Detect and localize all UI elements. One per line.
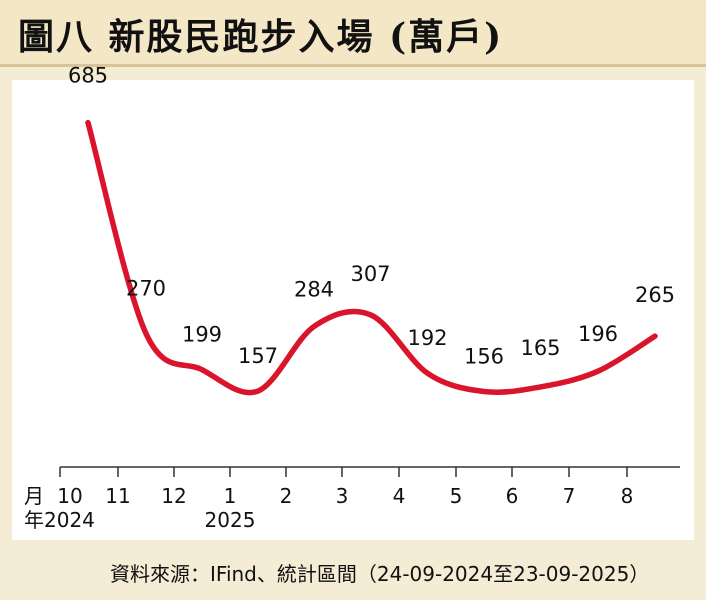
x-tick-label: 1 — [224, 484, 237, 508]
data-label: 157 — [238, 344, 278, 368]
data-label: 270 — [126, 277, 166, 301]
data-label: 156 — [464, 345, 504, 369]
x-tick-label: 3 — [336, 484, 349, 508]
x-tick-label: 12 — [161, 484, 186, 508]
x-tick-label: 10 — [57, 484, 82, 508]
data-labels: 685 270 199 157 284 307 192 156 165 196 265 — [68, 64, 675, 369]
x-tick-label: 2 — [280, 484, 293, 508]
x-tick-label: 6 — [506, 484, 519, 508]
data-label: 192 — [407, 326, 447, 350]
data-label: 307 — [350, 262, 390, 286]
source-note: 資料來源：IFind、統計區間（24-09-2024至23-09-2025） — [110, 562, 650, 586]
series-line-layer — [85, 119, 658, 396]
chart-title: 圖八 新股民跑步入場 (萬戶) — [18, 16, 504, 58]
x-tick-label: 5 — [450, 484, 463, 508]
x-tick-label: 11 — [105, 484, 130, 508]
series-line — [85, 119, 658, 396]
x-tick-label: 4 — [393, 484, 406, 508]
year-label: 2025 — [205, 508, 256, 532]
source-bar: 資料來源：IFind、統計區間（24-09-2024至23-09-2025） — [0, 548, 706, 600]
data-label: 284 — [294, 277, 334, 301]
data-label: 196 — [578, 322, 618, 346]
data-label: 265 — [635, 283, 675, 307]
data-label: 165 — [520, 336, 560, 360]
year-label: 年2024 — [24, 508, 95, 532]
data-label: 199 — [182, 323, 222, 347]
data-label: 685 — [68, 64, 108, 88]
x-unit-label: 月 — [24, 484, 44, 508]
x-tick-label: 7 — [563, 484, 576, 508]
title-bar: 圖八 新股民跑步入場 (萬戶) — [0, 0, 706, 67]
x-tick-label: 8 — [621, 484, 634, 508]
